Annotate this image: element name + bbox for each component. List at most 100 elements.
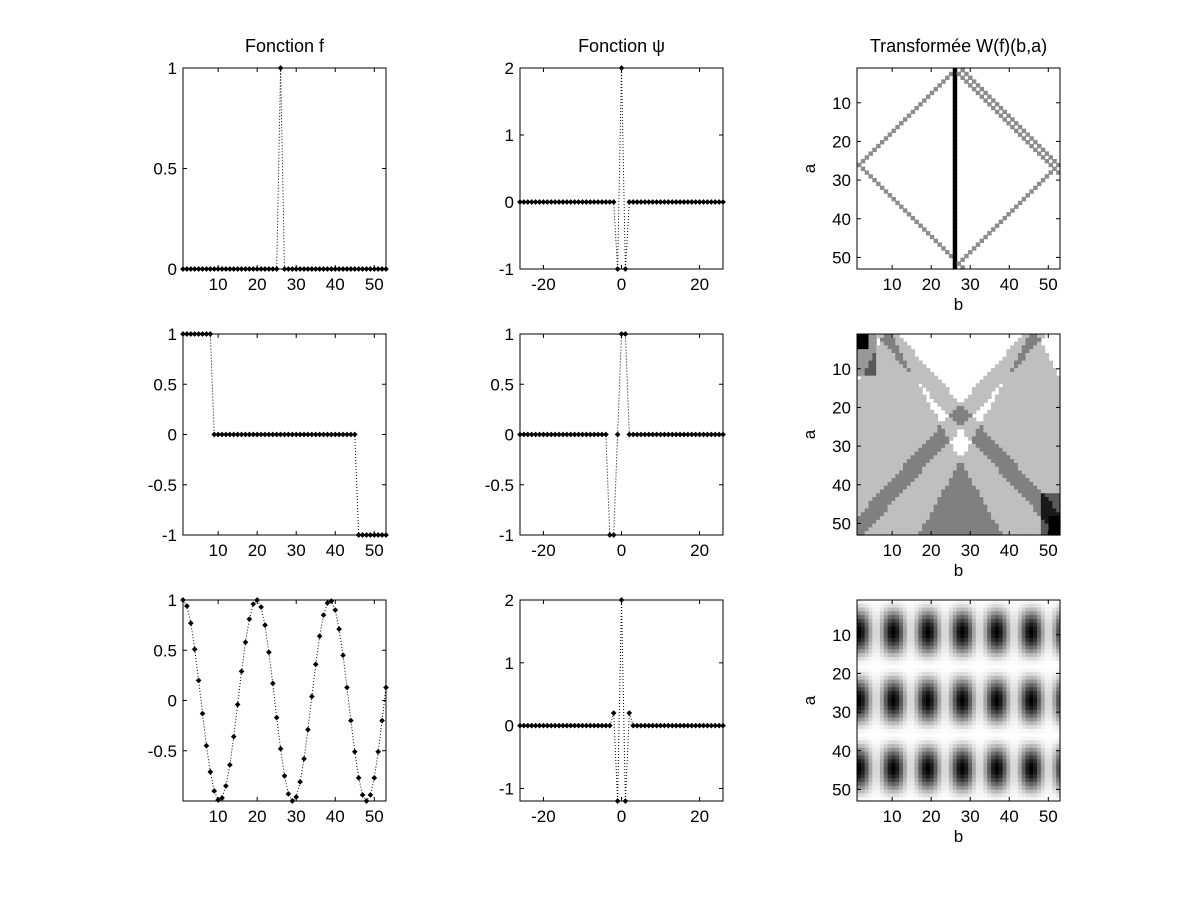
heatmap-cell bbox=[906, 478, 912, 483]
heatmap-cell bbox=[891, 402, 896, 407]
heatmap-cell bbox=[883, 349, 889, 354]
heatmap-cell bbox=[941, 649, 946, 654]
heatmap-cell bbox=[872, 706, 877, 711]
heatmap-cell bbox=[883, 394, 889, 400]
heatmap-cell bbox=[902, 440, 908, 445]
heatmap-cell bbox=[902, 349, 908, 354]
heatmap-cell bbox=[1010, 349, 1015, 354]
heatmap-cell bbox=[1014, 360, 1019, 365]
heatmap-cell bbox=[910, 634, 916, 639]
heatmap-cell bbox=[887, 504, 893, 510]
heatmap-cell bbox=[891, 687, 896, 692]
heatmap-cell bbox=[1025, 717, 1030, 722]
heatmap-cell bbox=[1056, 675, 1061, 681]
heatmap-cell bbox=[979, 470, 984, 475]
heatmap-cell bbox=[1025, 649, 1030, 654]
heatmap-cell bbox=[929, 713, 935, 719]
heatmap-cell bbox=[1044, 668, 1050, 673]
heatmap-cell bbox=[1033, 185, 1038, 190]
heatmap-cell bbox=[883, 406, 889, 411]
heatmap-cell bbox=[991, 687, 996, 692]
x-tick-label: 30 bbox=[287, 275, 306, 294]
heatmap-cell bbox=[1021, 421, 1027, 426]
heatmap-cell bbox=[1006, 371, 1011, 377]
heatmap-cell bbox=[1025, 493, 1030, 498]
heatmap-cell bbox=[1052, 615, 1057, 620]
heatmap-cell bbox=[964, 523, 969, 529]
heatmap-cell bbox=[1025, 341, 1030, 346]
heatmap-cell bbox=[998, 390, 1004, 396]
heatmap-cell bbox=[876, 493, 881, 498]
heatmap-cell bbox=[979, 500, 984, 506]
heatmap-cell bbox=[887, 717, 893, 722]
x-axis-label: b bbox=[954, 561, 963, 580]
heatmap-cell bbox=[1052, 717, 1057, 722]
heatmap-cell bbox=[956, 694, 962, 700]
heatmap-cell bbox=[868, 466, 873, 472]
y-tick-label: 0.5 bbox=[153, 641, 177, 660]
heatmap-cell bbox=[1052, 443, 1057, 449]
heatmap-cell bbox=[876, 519, 881, 525]
heatmap-cell bbox=[1037, 531, 1042, 536]
heatmap-cell bbox=[952, 196, 958, 202]
heatmap-cell bbox=[983, 474, 988, 479]
heatmap-cell bbox=[872, 409, 877, 415]
data-point bbox=[336, 626, 342, 632]
heatmap-cell bbox=[1037, 611, 1042, 616]
heatmap-cell bbox=[876, 345, 881, 350]
heatmap-cell bbox=[929, 455, 935, 460]
heatmap-cell bbox=[1056, 485, 1061, 491]
heatmap-cell bbox=[868, 428, 873, 434]
heatmap-cell bbox=[937, 383, 942, 388]
heatmap-cell bbox=[857, 698, 862, 703]
heatmap-cell bbox=[968, 523, 973, 529]
heatmap-cell bbox=[1048, 379, 1053, 384]
heatmap-cell bbox=[1040, 147, 1046, 153]
heatmap-cell bbox=[933, 379, 939, 384]
heatmap-cell bbox=[872, 630, 877, 635]
heatmap-cell bbox=[895, 709, 900, 715]
y-tick-label: 2 bbox=[505, 59, 514, 78]
heatmap-cell bbox=[864, 334, 870, 339]
heatmap-cell bbox=[1048, 728, 1053, 734]
heatmap-cell bbox=[941, 622, 946, 628]
heatmap-cell bbox=[1010, 504, 1015, 510]
heatmap-cell bbox=[1048, 383, 1053, 388]
heatmap-cell bbox=[991, 531, 996, 536]
heatmap-cell bbox=[1014, 622, 1019, 628]
heatmap-cell bbox=[922, 668, 927, 673]
heatmap-cell bbox=[968, 713, 973, 719]
data-point bbox=[653, 431, 660, 438]
heatmap-cell bbox=[968, 706, 973, 711]
heatmap-cell bbox=[929, 736, 935, 741]
heatmap-cell bbox=[975, 713, 981, 719]
heatmap-cell bbox=[1006, 683, 1011, 688]
heatmap-cell bbox=[868, 334, 873, 339]
heatmap-cell bbox=[964, 679, 969, 685]
heatmap-cell bbox=[1021, 356, 1027, 362]
heatmap-cell bbox=[1006, 626, 1011, 631]
heatmap-cell bbox=[1040, 637, 1046, 643]
heatmap-cell bbox=[1056, 645, 1061, 650]
heatmap-cell bbox=[914, 387, 919, 392]
heatmap-cell bbox=[991, 611, 996, 616]
heatmap-cell bbox=[1017, 489, 1023, 494]
y-tick-label: -0.5 bbox=[148, 476, 177, 495]
heatmap-cell bbox=[1002, 516, 1007, 521]
heatmap-cell bbox=[914, 512, 919, 517]
heatmap-cell bbox=[1025, 334, 1030, 339]
heatmap-cell bbox=[941, 660, 946, 666]
heatmap-cell bbox=[1044, 371, 1050, 377]
heatmap-cell bbox=[883, 383, 889, 388]
heatmap-cell bbox=[1037, 390, 1042, 396]
heatmap-cell bbox=[899, 713, 904, 719]
heatmap-cell bbox=[876, 683, 881, 688]
heatmap-cell bbox=[914, 368, 919, 373]
heatmap-cell bbox=[887, 383, 893, 388]
heatmap-cell bbox=[956, 527, 962, 532]
heatmap-cell bbox=[883, 698, 889, 703]
heatmap-cell bbox=[857, 641, 862, 647]
heatmap-cell bbox=[918, 615, 923, 620]
heatmap-cell bbox=[860, 428, 866, 434]
